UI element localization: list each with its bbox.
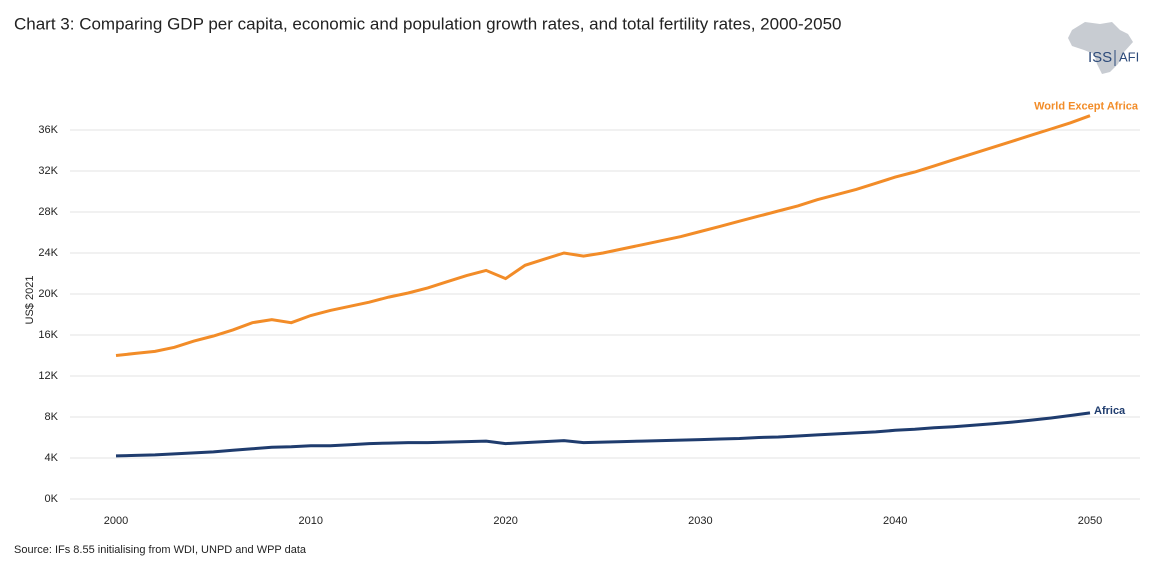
y-tick-label: 32K — [38, 165, 58, 177]
y-tick-label: 0K — [45, 493, 59, 505]
logo-right: AFI — [1119, 49, 1139, 64]
y-tick-label: 20K — [38, 288, 58, 300]
chart-title: Chart 3: Comparing GDP per capita, econo… — [14, 14, 841, 33]
y-tick-label: 28K — [38, 206, 58, 218]
source: Source: IFs 8.55 initialising from WDI, … — [14, 544, 307, 556]
x-tick-label: 2040 — [883, 515, 907, 527]
series-label: World Except Africa — [1034, 101, 1139, 113]
x-tick-label: 2050 — [1078, 515, 1102, 527]
series-label: Africa — [1094, 405, 1126, 417]
series-line — [115, 114, 1091, 357]
y-tick-label: 36K — [38, 124, 58, 136]
y-axis-label: US$ 2021 — [24, 276, 36, 325]
logo-left: ISS — [1088, 49, 1112, 66]
y-tick-label: 12K — [38, 370, 58, 382]
x-tick-label: 2000 — [104, 515, 128, 527]
y-tick-label: 4K — [45, 452, 59, 464]
x-tick-label: 2030 — [688, 515, 712, 527]
series-line — [115, 411, 1091, 458]
logo-map — [1068, 22, 1133, 74]
y-tick-label: 24K — [38, 247, 58, 259]
y-tick-label: 8K — [45, 411, 59, 423]
x-tick-label: 2010 — [299, 515, 323, 527]
x-tick-label: 2020 — [493, 515, 517, 527]
y-tick-label: 16K — [38, 329, 58, 341]
